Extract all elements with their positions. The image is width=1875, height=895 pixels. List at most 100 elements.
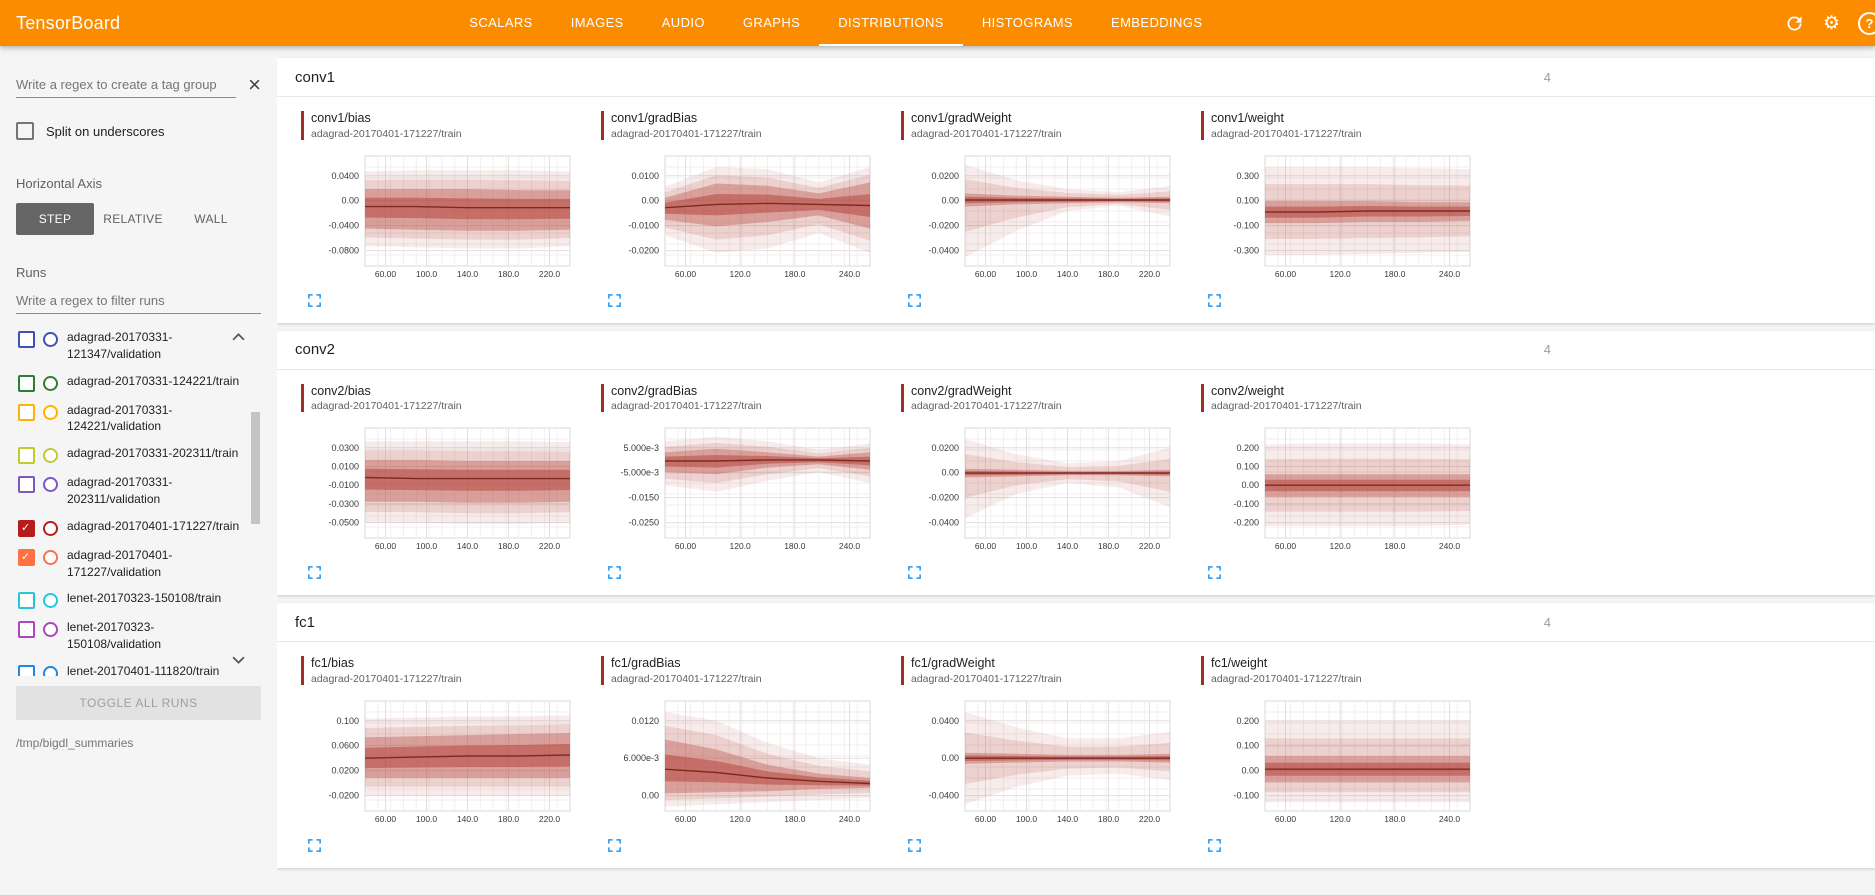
chart-header: conv1/weight adagrad-20170401-171227/trai… (1201, 111, 1493, 140)
run-checkbox[interactable] (18, 592, 35, 610)
expand-chart-icon[interactable] (307, 565, 323, 581)
topbar: TensorBoard SCALARS IMAGES AUDIO GRAPHS DIST… (0, 0, 1875, 46)
svg-text:220.0: 220.0 (539, 541, 561, 551)
toggle-all-runs-button[interactable]: TOGGLE ALL RUNS (16, 686, 261, 720)
run-checkbox[interactable] (18, 374, 35, 392)
tab-histograms[interactable]: HISTOGRAMS (981, 14, 1073, 30)
run-item[interactable]: adagrad-20170331-202311/validation (16, 469, 244, 513)
tab-distributions[interactable]: DISTRIBUTIONS (819, 0, 963, 46)
chart-run-label: adagrad-20170401-171227/train (911, 672, 1062, 685)
expand-chart-icon[interactable] (1207, 565, 1223, 581)
distribution-plot[interactable]: 0.0400 0.00 -0.0400 -0.0800 60.00 100.0 140.0 1… (293, 152, 589, 284)
run-item[interactable]: lenet-20170323-150108/train (16, 585, 244, 614)
split-on-underscores-option[interactable]: Split on underscores (16, 122, 261, 140)
expand-chart-icon[interactable] (307, 838, 323, 854)
run-checkbox[interactable] (18, 621, 35, 639)
distribution-plot[interactable]: 0.0200 0.00 -0.0200 -0.0400 60.00 100.0 140.0 1… (893, 424, 1189, 556)
chart-title: conv2/bias (311, 383, 371, 398)
tab-graphs[interactable]: GRAPHS (742, 14, 801, 30)
close-icon[interactable]: × (248, 72, 261, 97)
chart-card: fc1/gradBias adagrad-20170401-171227/trai… (593, 656, 893, 854)
chart-header: conv2/bias adagrad-20170401-171227/train (301, 383, 593, 413)
run-item[interactable]: lenet-20170401-111820/train (16, 658, 244, 676)
svg-text:60.00: 60.00 (375, 814, 397, 824)
tab-embeddings[interactable]: EMBEDDINGS (1111, 14, 1203, 30)
run-color-radio[interactable] (43, 448, 58, 464)
settings-icon[interactable]: ⚙ (1822, 12, 1840, 34)
expand-chart-icon[interactable] (907, 293, 923, 309)
run-checkbox[interactable] (18, 476, 35, 494)
section-header[interactable]: conv1 4 (277, 58, 1875, 97)
expand-chart-icon[interactable] (607, 838, 623, 854)
svg-text:140.0: 140.0 (457, 541, 479, 551)
run-color-radio[interactable] (43, 404, 58, 420)
section-header[interactable]: fc1 4 (277, 603, 1875, 643)
distribution-plot[interactable]: 0.0300 0.0100 -0.0100 -0.0300 -0.0500 60.00 10… (293, 424, 589, 556)
scroll-up-icon[interactable] (232, 328, 245, 346)
run-color-radio[interactable] (43, 477, 58, 493)
expand-chart-icon[interactable] (907, 565, 923, 581)
section-header[interactable]: conv2 4 (277, 331, 1875, 370)
expand-chart-icon[interactable] (1207, 838, 1223, 854)
run-color-radio[interactable] (43, 593, 58, 609)
run-checkbox[interactable] (18, 447, 35, 465)
run-color-radio[interactable] (43, 520, 58, 536)
axis-option-step[interactable]: STEP (16, 203, 94, 235)
tab-scalars[interactable]: SCALARS (469, 14, 533, 30)
run-checkbox[interactable] (18, 331, 35, 348)
svg-text:-0.0400: -0.0400 (928, 245, 959, 255)
run-name: lenet-20170401-111820/train (67, 663, 220, 676)
distribution-plot[interactable]: 0.200 0.100 0.00 -0.100 60.00 120.0 180.0 240.0 (1193, 697, 1489, 829)
chart-run-label: adagrad-20170401-171227/train (611, 672, 762, 685)
distribution-plot[interactable]: 5.000e-3 -5.000e-3 -0.0150 -0.0250 60.00 120.… (593, 424, 889, 556)
run-color-radio[interactable] (43, 332, 58, 347)
run-item[interactable]: adagrad-20170331-202311/train (16, 440, 244, 469)
run-color-radio[interactable] (43, 622, 58, 638)
run-checkbox[interactable] (18, 519, 35, 537)
expand-chart-icon[interactable] (307, 293, 323, 309)
chart-card: conv2/gradWeight adagrad-20170401-171227/… (893, 383, 1193, 582)
distribution-plot[interactable]: 0.100 0.0600 0.0200 -0.0200 60.00 100.0 140.0 1… (293, 697, 589, 829)
charts-row: fc1/bias adagrad-20170401-171227/train 0.1… (277, 642, 1875, 868)
run-item[interactable]: adagrad-20170331-124221/train (16, 368, 244, 397)
run-checkbox[interactable] (18, 403, 35, 421)
distribution-plot[interactable]: 0.0120 6.000e-3 0.00 60.00 120.0 180.0 240.0 (593, 697, 889, 829)
run-item[interactable]: lenet-20170323-150108/validation (16, 614, 244, 658)
run-checkbox[interactable] (18, 548, 35, 566)
chart-title: conv1/bias (311, 111, 371, 125)
axis-option-wall[interactable]: WALL (194, 212, 228, 226)
distribution-plot[interactable]: 0.0100 0.00 -0.0100 -0.0200 60.00 120.0 180.0 2… (593, 152, 889, 284)
scrollbar-thumb[interactable] (251, 412, 260, 524)
run-item[interactable]: adagrad-20170331-124221/validation (16, 397, 244, 441)
run-color-radio[interactable] (43, 375, 58, 391)
svg-text:-0.0200: -0.0200 (328, 790, 359, 800)
run-color-radio[interactable] (43, 665, 58, 676)
run-filter-input[interactable] (16, 288, 261, 314)
svg-text:180.0: 180.0 (1098, 814, 1120, 824)
run-checkbox[interactable] (18, 664, 35, 676)
expand-chart-icon[interactable] (907, 838, 923, 854)
run-item[interactable]: adagrad-20170401-171227/train (16, 513, 244, 542)
expand-chart-icon[interactable] (607, 293, 623, 309)
run-item[interactable]: adagrad-20170401-171227/validation (16, 542, 244, 586)
scroll-down-icon[interactable] (232, 652, 245, 670)
run-item[interactable]: adagrad-20170331-121347/validation (16, 324, 244, 368)
expand-chart-icon[interactable] (607, 565, 623, 581)
chart-header: fc1/bias adagrad-20170401-171227/train (301, 656, 593, 685)
svg-text:-0.0200: -0.0200 (928, 220, 959, 230)
run-color-radio[interactable] (43, 549, 58, 565)
distribution-plot[interactable]: 0.0400 0.00 -0.0400 60.00 100.0 140.0 180.0 220… (893, 697, 1189, 829)
distribution-plot[interactable]: 0.300 0.100 -0.100 -0.300 60.00 120.0 180.0 240… (1193, 152, 1489, 284)
tag-regex-input[interactable] (16, 72, 237, 98)
tab-images[interactable]: IMAGES (570, 14, 624, 30)
refresh-icon[interactable] (1784, 13, 1805, 34)
svg-text:60.00: 60.00 (975, 269, 997, 279)
distribution-plot[interactable]: 0.0200 0.00 -0.0200 -0.0400 60.00 100.0 140.0 1… (893, 152, 1189, 284)
svg-text:0.100: 0.100 (1236, 462, 1259, 472)
help-icon[interactable]: ? (1858, 11, 1875, 35)
distribution-plot[interactable]: 0.200 0.100 0.00 -0.100 -0.200 60.00 120.0 180.… (1193, 424, 1489, 556)
expand-chart-icon[interactable] (1207, 293, 1223, 309)
tab-audio[interactable]: AUDIO (661, 14, 705, 30)
chart-card: conv2/weight adagrad-20170401-171227/trai… (1193, 383, 1493, 582)
axis-option-relative[interactable]: RELATIVE (103, 212, 163, 226)
